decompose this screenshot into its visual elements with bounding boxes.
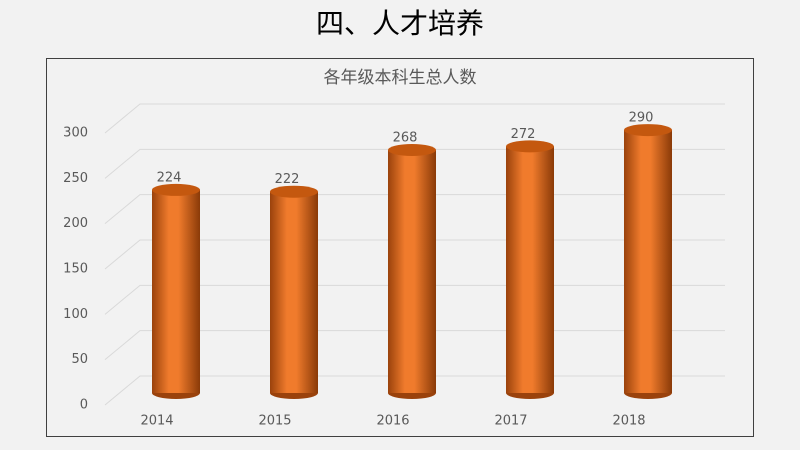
cylinder-top [270,185,318,198]
slide-title: 四、人才培养 [315,7,484,40]
x-tick-label: 2014 [140,414,173,429]
cylinder-top [624,124,672,137]
y-tick-label: 150 [63,262,88,277]
y-tick-label: 100 [63,307,88,322]
bar [506,146,554,393]
cylinder [624,124,672,399]
bar [270,191,318,393]
bar [152,189,200,393]
cylinder-top [506,140,554,153]
y-tick-label: 0 [80,398,88,413]
x-tick-label: 2018 [612,414,645,429]
x-tick-label: 2016 [376,414,409,429]
x-tick-label: 2015 [258,414,291,429]
cylinder [270,185,318,399]
y-tick-label: 200 [63,216,88,231]
cylinder [388,144,436,399]
y-tick-label: 250 [63,171,88,186]
data-label: 268 [393,131,418,146]
y-tick-label: 300 [63,126,88,141]
data-label: 290 [629,111,654,126]
y-tick-label: 50 [71,352,88,367]
grid-line [104,103,725,134]
data-label: 222 [275,172,300,187]
bar [388,150,436,393]
cylinder-top [152,183,200,196]
bar [624,130,672,394]
cylinder [506,140,554,399]
chart-title: 各年级本科生总人数 [324,68,477,88]
cylinder-top [388,144,436,157]
cylinder [152,183,200,399]
x-tick-label: 2017 [494,414,527,429]
data-label: 224 [157,170,182,185]
data-label: 272 [511,127,536,142]
